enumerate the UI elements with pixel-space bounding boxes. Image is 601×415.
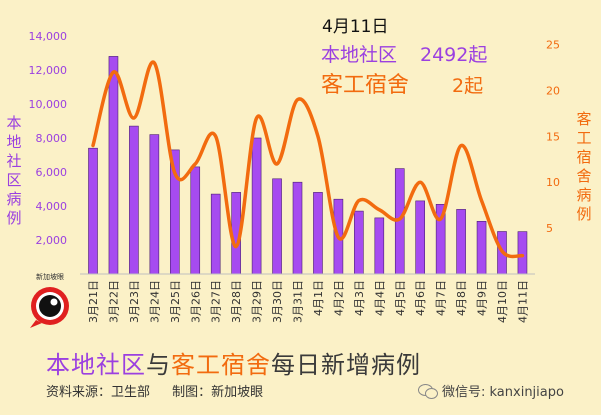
bar (375, 218, 384, 274)
bar (518, 232, 527, 274)
x-tick-label: 4月5日 (394, 280, 407, 316)
x-tick-label: 3月31日 (292, 280, 305, 323)
wechat-text: 微信号: kanxinjiapo (442, 381, 564, 400)
footer-title-daily: 每日新增病例 (271, 351, 421, 379)
x-tick-label: 3月30日 (271, 280, 284, 323)
community-value: 2492起 (420, 44, 487, 66)
chart-title: 4月11日 (322, 17, 388, 37)
wechat-id: 微信号: kanxinjiapo (418, 381, 564, 400)
dorm-label: 客工宿舍 (321, 73, 409, 98)
left-axis-tick-label: 14,000 (29, 30, 68, 43)
left-axis-tick-label: 8,000 (36, 132, 68, 145)
left-axis-tick-label: 2,000 (36, 234, 68, 247)
x-tick-label: 4月1日 (312, 280, 325, 316)
x-tick-label: 3月21日 (87, 280, 100, 323)
x-tick-label: 3月28日 (230, 280, 243, 323)
x-tick-label: 4月7日 (435, 280, 448, 316)
x-tick-label: 3月27日 (210, 280, 223, 323)
x-tick-label: 4月10日 (496, 280, 509, 323)
right-axis-tick-label: 20 (546, 84, 560, 97)
bar (354, 211, 363, 274)
left-axis-label-char: 例 (6, 209, 21, 227)
right-axis-label-char: 客 (576, 110, 591, 128)
right-axis-label-char: 病 (576, 186, 591, 204)
x-tick-label: 4月6日 (414, 280, 427, 316)
x-tick-label: 3月26日 (189, 280, 202, 323)
footer-title-dorm: 客工宿舍 (171, 351, 271, 379)
left-axis-label-char: 社 (6, 152, 21, 170)
left-axis-tick-label: 10,000 (29, 98, 68, 111)
bar (457, 209, 466, 274)
left-axis-label-char: 病 (6, 190, 21, 208)
source-text: 资料来源：卫生部 (46, 385, 150, 400)
left-axis-tick-label: 4,000 (36, 200, 68, 213)
right-axis-label-char: 例 (576, 205, 591, 223)
x-tick-label: 3月25日 (169, 280, 182, 323)
dorm-value: 2起 (452, 75, 483, 97)
maker-text: 制图：新加坡眼 (172, 385, 263, 400)
left-axis-tick-label: 12,000 (29, 64, 68, 77)
footer-title-community: 本地社区 (46, 351, 146, 379)
x-tick-label: 3月22日 (107, 280, 120, 323)
bar (313, 192, 322, 274)
right-axis-label-char: 宿 (576, 148, 591, 166)
community-label: 本地社区 (321, 44, 397, 66)
bar (293, 182, 302, 274)
bar (89, 148, 98, 274)
x-tick-label: 4月11日 (516, 280, 529, 323)
bar (191, 167, 200, 274)
bar (273, 179, 282, 274)
left-axis-tick-label: 6,000 (36, 166, 68, 179)
bar (477, 221, 486, 274)
logo: 新加坡眼 (26, 272, 74, 330)
left-axis-label-char: 本 (6, 114, 21, 132)
right-axis-label-char: 舍 (576, 167, 591, 185)
bar (129, 126, 138, 274)
bar (252, 138, 261, 274)
left-axis-label-char: 区 (6, 171, 21, 189)
footer-credit: 资料来源：卫生部 制图：新加坡眼 (46, 381, 281, 400)
right-axis-tick-label: 10 (546, 176, 560, 189)
x-tick-label: 4月9日 (476, 280, 489, 316)
bar (211, 194, 220, 274)
x-tick-label: 3月29日 (251, 280, 264, 323)
x-tick-label: 4月3日 (353, 280, 366, 316)
footer-title: 本地社区与客工宿舍每日新增病例 (46, 345, 421, 380)
x-tick-label: 4月2日 (332, 280, 345, 316)
wechat-icon (418, 383, 438, 399)
bar (416, 201, 425, 274)
right-axis-tick-label: 15 (546, 130, 560, 143)
footer-title-and: 与 (146, 351, 171, 379)
logo-text: 新加坡眼 (26, 272, 74, 282)
right-axis-tick-label: 5 (546, 222, 553, 235)
left-axis-label-char: 地 (6, 133, 21, 151)
x-tick-label: 4月4日 (373, 280, 386, 316)
bar (109, 56, 118, 274)
right-axis-tick-label: 25 (546, 39, 560, 52)
right-axis-label-char: 工 (576, 129, 591, 147)
x-tick-label: 3月23日 (128, 280, 141, 323)
bar (150, 135, 159, 274)
x-tick-label: 3月24日 (148, 280, 161, 323)
x-tick-label: 4月8日 (455, 280, 468, 316)
